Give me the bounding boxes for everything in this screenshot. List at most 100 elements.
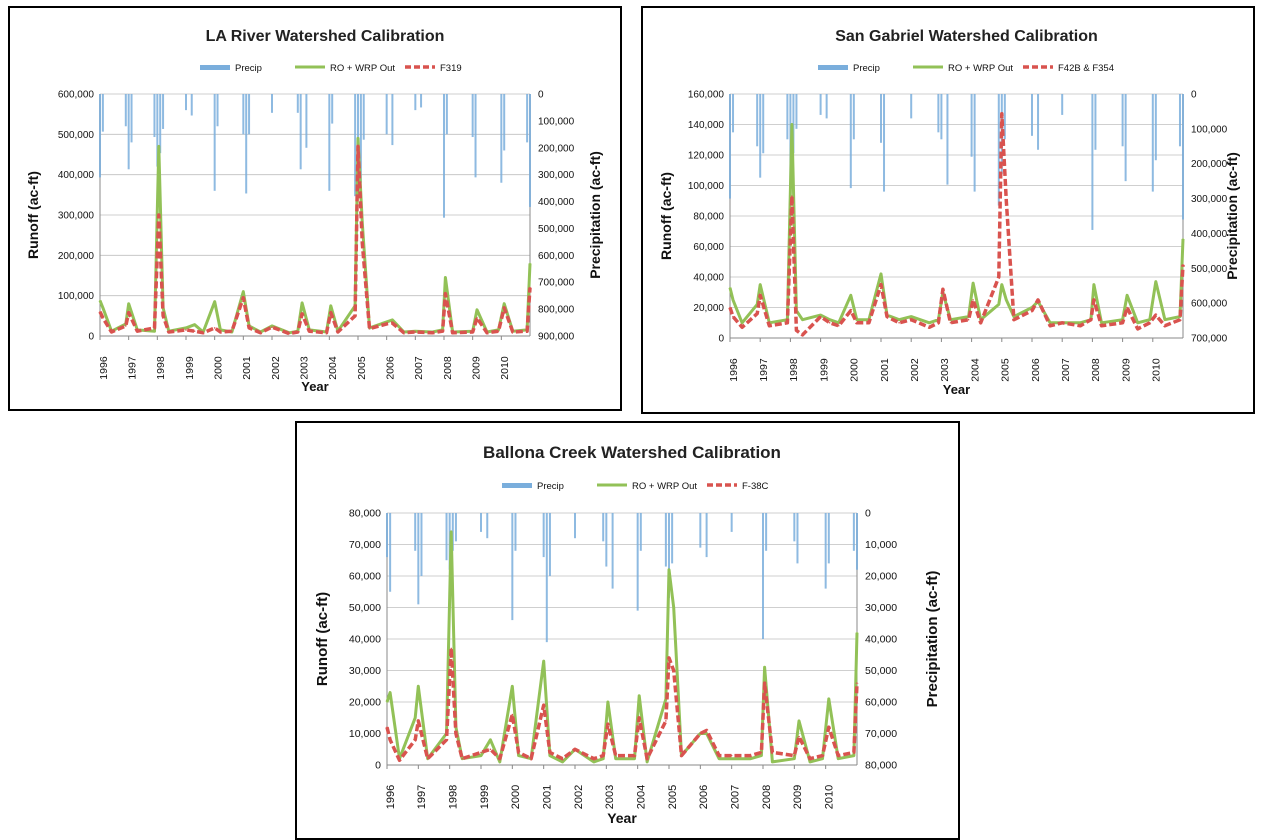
x-tick-label: 2005	[1000, 358, 1012, 382]
gauge-point	[1155, 314, 1157, 316]
legend-label: Precip	[537, 481, 564, 492]
precip-bar	[762, 513, 764, 639]
precip-bar	[471, 94, 474, 138]
model-point	[801, 318, 804, 321]
precip-bar	[1003, 94, 1006, 140]
gauge-point	[1090, 318, 1092, 321]
model-point	[607, 701, 609, 703]
gauge-point	[949, 321, 952, 324]
gauge-point	[756, 312, 758, 315]
x-tick-label: 2001	[542, 785, 554, 809]
gauge-point	[213, 327, 216, 329]
precip-bar	[852, 513, 855, 551]
y-tick-label: 80,000	[349, 508, 381, 520]
model-point	[759, 283, 761, 286]
y-axis-title: Runoff (ac-ft)	[314, 592, 331, 686]
y-axis-title: Runoff (ac-ft)	[25, 171, 41, 259]
gauge-point	[297, 331, 299, 333]
precip-bar	[792, 94, 795, 154]
precip-bar	[973, 94, 976, 192]
precip-bar	[1178, 94, 1181, 147]
gauge-point	[1136, 328, 1139, 330]
gauge-point	[561, 757, 564, 760]
x-tick-label: 2007	[413, 356, 425, 380]
precip-bar	[486, 513, 489, 539]
y2-tick-label: 0	[1191, 90, 1197, 101]
x-tick-label: 2002	[573, 785, 585, 809]
model-point	[1126, 294, 1128, 297]
gauge-point	[749, 754, 752, 757]
x-tick-label: 2001	[879, 358, 891, 382]
gauge-point	[271, 326, 273, 328]
chart-legend: Precip RO + WRP Out F319	[200, 63, 462, 74]
gauge-point	[361, 242, 364, 245]
precip-bar	[414, 94, 417, 111]
model-point	[646, 761, 648, 763]
gauge-point	[248, 327, 250, 329]
gauge-point	[368, 327, 371, 330]
precip-bar	[910, 94, 913, 119]
gauge-point	[574, 748, 576, 751]
model-point	[242, 290, 245, 293]
gauge-point	[499, 757, 501, 760]
precip-bar	[825, 94, 828, 119]
gauge-point	[997, 276, 1000, 278]
x-tick-label: 1996	[728, 358, 740, 382]
model-point	[928, 321, 931, 324]
gauge-point	[633, 754, 636, 757]
legend-label: F319	[440, 63, 462, 74]
model-point	[529, 262, 531, 265]
precip-bar	[849, 94, 852, 189]
gauge-point	[357, 145, 359, 148]
precip-bar	[216, 94, 219, 127]
y2-tick-label: 400,000	[538, 197, 575, 208]
gauge-point	[828, 321, 831, 324]
precip-bar	[1061, 94, 1064, 115]
precip-bar	[1124, 94, 1127, 182]
gauge-point	[288, 332, 291, 335]
gauge-point	[168, 331, 170, 333]
model-point	[193, 323, 196, 326]
x-tick-label: 1997	[758, 358, 770, 382]
model-point	[414, 716, 416, 719]
precip-bar	[162, 94, 165, 129]
model-point	[837, 321, 840, 324]
gauge-point	[102, 317, 104, 319]
precip-bar	[730, 513, 733, 532]
gauge-point	[646, 757, 648, 760]
gauge-point	[354, 315, 356, 317]
model-point	[741, 321, 743, 324]
precip-bar	[480, 513, 482, 532]
gauge-point	[497, 330, 500, 332]
precip-bar	[729, 94, 731, 199]
precip-bar	[389, 513, 392, 592]
y2-tick-label: 80,000	[865, 760, 897, 772]
model-point	[99, 299, 101, 302]
model-point	[1079, 321, 1082, 324]
gauge-point	[398, 759, 401, 762]
precip-bar	[705, 513, 708, 558]
ballona-creek-chart: Ballona Creek Watershed Calibration Preci…	[314, 443, 941, 826]
gauge-point	[705, 729, 708, 732]
precip-bar	[796, 513, 799, 564]
precip-bar	[385, 94, 388, 135]
model-point	[1049, 321, 1051, 324]
gauge-point	[759, 294, 761, 297]
x-tick-label: 2004	[969, 358, 981, 382]
gauge-point	[771, 751, 774, 754]
y2-tick-label: 100,000	[538, 116, 575, 127]
precip-bar	[248, 94, 251, 135]
precip-bars	[99, 94, 531, 218]
model-point	[357, 137, 359, 140]
model-point	[749, 757, 752, 760]
gauge-point	[476, 317, 478, 319]
model-point	[271, 325, 273, 327]
precip-bar	[500, 94, 503, 183]
x-tick-label: 2003	[939, 358, 951, 382]
x-tick-label: 2009	[1120, 358, 1132, 382]
gauge-point	[1126, 306, 1128, 309]
gauge-point	[259, 331, 262, 334]
gauge-point	[517, 751, 520, 754]
model-point	[1136, 321, 1139, 324]
precip-bar	[574, 513, 576, 539]
